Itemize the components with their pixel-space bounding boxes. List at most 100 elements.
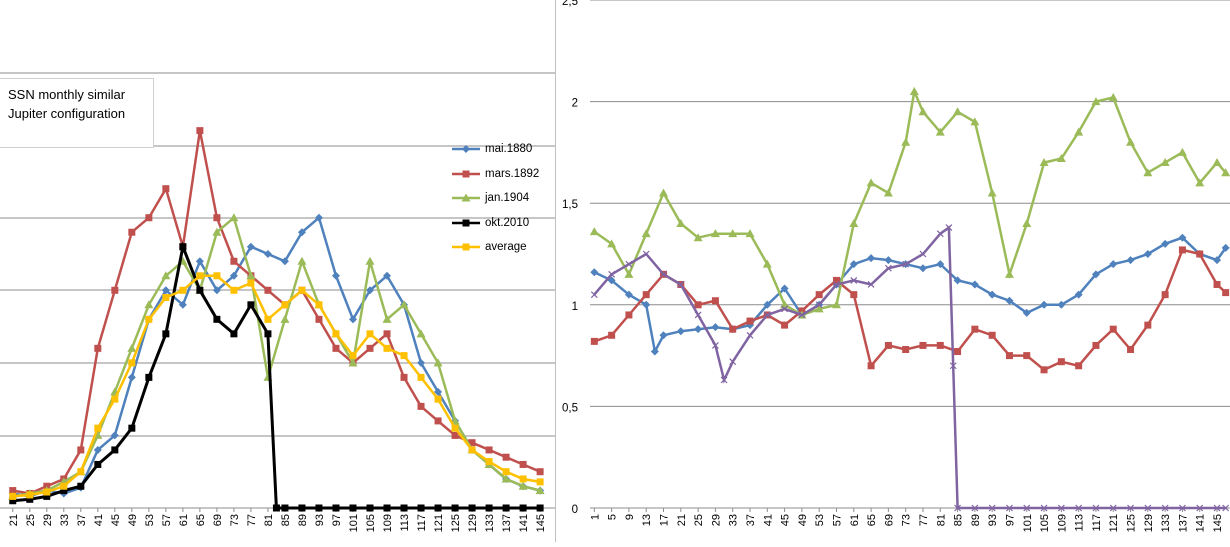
data-point [485,504,493,512]
x-tick-label: 109 [1056,514,1068,532]
data-point [711,323,720,332]
data-point [1091,270,1100,279]
data-point [468,504,476,512]
data-point [298,504,306,512]
x-tick-label: 69 [883,514,895,526]
series-line [12,215,541,498]
data-point [9,492,17,500]
data-point [1144,321,1152,329]
x-tick-label: 125 [1126,514,1138,532]
data-point [815,291,823,299]
data-point [970,280,979,289]
x-tick-label: 65 [195,514,207,526]
data-point [365,256,375,265]
data-point [936,341,944,349]
data-point [468,446,476,454]
data-point [694,301,702,309]
data-point [77,446,85,454]
data-point [366,344,374,352]
data-point [128,359,136,367]
data-point [693,233,703,242]
data-point [502,504,510,512]
data-point [246,271,256,280]
data-point [590,291,598,299]
data-point [518,481,528,490]
legend-item: mai.1880 [452,140,552,165]
data-point [746,331,754,339]
x-tick-label: 117 [1091,514,1103,532]
data-point [815,301,823,309]
data-point [434,504,442,512]
data-point [383,271,392,280]
legend-marker [462,219,470,226]
data-point [954,348,962,356]
data-point [196,127,204,135]
data-point [1092,504,1100,512]
data-point [1023,352,1031,360]
data-point [417,358,426,367]
data-point [519,475,527,483]
x-tick-label: 57 [161,514,173,526]
data-point [954,504,961,512]
data-point [945,224,953,232]
data-point [659,331,668,340]
data-point [94,460,102,468]
x-tick-label: 133 [1160,514,1172,532]
data-point [1160,158,1170,167]
x-tick-label: 73 [229,514,241,526]
data-point [659,188,669,197]
data-point [1126,256,1135,265]
x-tick-label: 33 [728,514,740,526]
data-point [501,474,511,483]
data-point [298,286,306,294]
data-point [1126,137,1136,146]
x-tick-label: 93 [987,514,999,526]
x-tick-label: 113 [1074,514,1086,532]
data-point [485,458,493,466]
data-point [1022,219,1032,228]
legend-swatch [452,243,480,251]
x-tick-label: 61 [849,514,861,526]
data-point [485,446,493,454]
data-point [1109,504,1117,512]
data-point [1212,158,1222,167]
x-tick-label: 5 [607,514,619,520]
data-point [247,301,255,309]
data-point [711,342,719,349]
x-tick-label: 49 [127,514,139,526]
data-point [468,439,476,447]
data-point [607,239,617,248]
data-point [866,178,876,187]
y-tick-label: 2,5 [562,0,578,8]
chart-title-box: SSN monthly similar Jupiter configuratio… [0,78,154,148]
data-point [720,376,728,384]
data-point [780,284,789,293]
legend-item: mars.1892 [452,165,552,190]
data-point [264,330,272,338]
x-tick-label: 105 [1039,514,1051,532]
legend-item: average [452,238,552,263]
data-point [867,254,876,263]
data-point [901,137,911,146]
data-point [280,257,289,266]
data-point [1213,256,1222,265]
data-point [763,300,772,309]
data-point [710,229,720,238]
data-point [93,445,102,454]
legend-label: average [485,241,527,253]
legend-label: jan.1904 [485,192,530,204]
x-tick-label: 77 [246,514,258,526]
data-point [833,281,840,288]
x-tick-label: 73 [901,514,913,526]
x-tick-label: 109 [382,514,394,532]
data-point [1022,308,1031,317]
data-point [161,286,170,295]
series-3 [590,224,1230,512]
data-point [196,286,204,294]
data-point [987,188,997,197]
data-point [1005,296,1014,305]
series-average [9,272,544,500]
data-point [1108,93,1118,102]
data-point [297,256,307,265]
data-point [348,358,358,367]
